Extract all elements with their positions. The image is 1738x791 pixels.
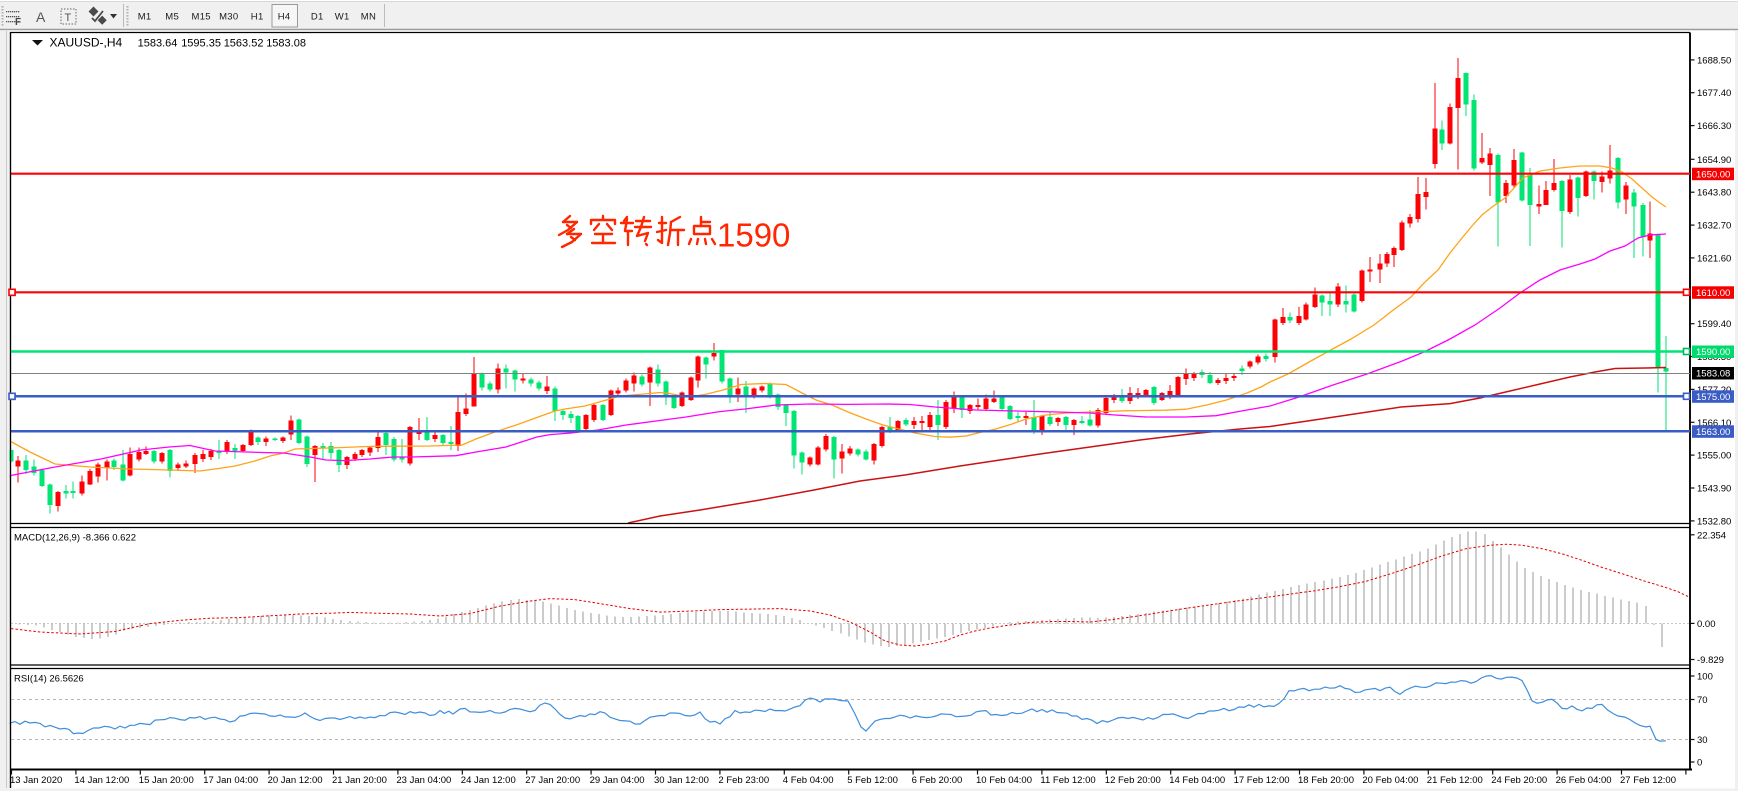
svg-text:MN: MN — [361, 12, 376, 23]
svg-text:1632.70: 1632.70 — [1697, 221, 1731, 232]
svg-text:11 Feb 12:00: 11 Feb 12:00 — [1040, 775, 1095, 786]
svg-text:1566.10: 1566.10 — [1697, 418, 1731, 429]
svg-text:D1: D1 — [311, 12, 324, 23]
svg-text:M15: M15 — [192, 12, 211, 23]
svg-text:14 Feb 04:00: 14 Feb 04:00 — [1169, 775, 1225, 786]
svg-text:13 Jan 2020: 13 Jan 2020 — [10, 775, 62, 786]
svg-text:4 Feb 04:00: 4 Feb 04:00 — [783, 775, 834, 786]
svg-text:W1: W1 — [335, 12, 350, 23]
svg-text:-9.829: -9.829 — [1697, 655, 1724, 666]
svg-text:1563.52: 1563.52 — [224, 38, 264, 50]
svg-text:20 Jan 12:00: 20 Jan 12:00 — [268, 775, 323, 786]
svg-text:1532.80: 1532.80 — [1697, 516, 1731, 527]
svg-text:1595.35: 1595.35 — [181, 38, 221, 50]
svg-text:T: T — [65, 12, 72, 24]
svg-text:30 Jan 12:00: 30 Jan 12:00 — [654, 775, 709, 786]
svg-text:1654.90: 1654.90 — [1697, 155, 1731, 166]
svg-text:70: 70 — [1697, 695, 1708, 706]
svg-text:1621.60: 1621.60 — [1697, 253, 1731, 264]
svg-text:15 Jan 20:00: 15 Jan 20:00 — [139, 775, 194, 786]
svg-text:MACD(12,26,9) -8.366 0.622: MACD(12,26,9) -8.366 0.622 — [14, 533, 136, 544]
svg-text:1650.00: 1650.00 — [1696, 169, 1730, 180]
svg-text:M30: M30 — [219, 12, 238, 23]
svg-text:14 Jan 12:00: 14 Jan 12:00 — [74, 775, 129, 786]
svg-text:1610.00: 1610.00 — [1696, 288, 1730, 299]
svg-text:20 Feb 04:00: 20 Feb 04:00 — [1362, 775, 1418, 786]
svg-text:2 Feb 23:00: 2 Feb 23:00 — [718, 775, 769, 786]
svg-text:1643.80: 1643.80 — [1697, 188, 1731, 199]
svg-text:1688.50: 1688.50 — [1697, 55, 1731, 66]
svg-text:1583.64: 1583.64 — [138, 38, 178, 50]
svg-text:1555.00: 1555.00 — [1697, 451, 1731, 462]
svg-text:24 Jan 12:00: 24 Jan 12:00 — [461, 775, 516, 786]
svg-text:1590: 1590 — [717, 217, 790, 254]
svg-text:A: A — [36, 9, 46, 25]
svg-text:H4: H4 — [278, 12, 291, 23]
svg-text:17 Jan 04:00: 17 Jan 04:00 — [203, 775, 258, 786]
svg-text:23 Jan 04:00: 23 Jan 04:00 — [396, 775, 451, 786]
svg-text:12 Feb 20:00: 12 Feb 20:00 — [1105, 775, 1161, 786]
svg-text:F: F — [15, 17, 21, 28]
svg-text:1599.40: 1599.40 — [1697, 319, 1731, 330]
svg-text:21 Jan 20:00: 21 Jan 20:00 — [332, 775, 387, 786]
svg-text:5 Feb 12:00: 5 Feb 12:00 — [847, 775, 898, 786]
svg-text:XAUUSD-,H4: XAUUSD-,H4 — [50, 36, 123, 50]
svg-text:1543.90: 1543.90 — [1697, 484, 1731, 495]
svg-text:M1: M1 — [138, 12, 152, 23]
svg-text:1666.30: 1666.30 — [1697, 121, 1731, 132]
svg-text:6 Feb 20:00: 6 Feb 20:00 — [912, 775, 963, 786]
svg-text:M5: M5 — [165, 12, 179, 23]
svg-text:1677.40: 1677.40 — [1697, 88, 1731, 99]
svg-text:27 Feb 12:00: 27 Feb 12:00 — [1620, 775, 1676, 786]
svg-text:26 Feb 04:00: 26 Feb 04:00 — [1556, 775, 1612, 786]
svg-text:10 Feb 04:00: 10 Feb 04:00 — [976, 775, 1032, 786]
svg-text:18 Feb 20:00: 18 Feb 20:00 — [1298, 775, 1354, 786]
svg-text:27 Jan 20:00: 27 Jan 20:00 — [525, 775, 580, 786]
svg-text:1583.08: 1583.08 — [1696, 369, 1730, 380]
svg-text:1563.00: 1563.00 — [1696, 427, 1730, 438]
svg-text:100: 100 — [1697, 672, 1713, 683]
svg-text:RSI(14) 26.5626: RSI(14) 26.5626 — [14, 674, 84, 685]
svg-text:0: 0 — [1697, 758, 1702, 769]
svg-text:1575.00: 1575.00 — [1696, 392, 1730, 403]
svg-text:29 Jan 04:00: 29 Jan 04:00 — [590, 775, 645, 786]
svg-text:24 Feb 20:00: 24 Feb 20:00 — [1491, 775, 1547, 786]
svg-text:22.354: 22.354 — [1697, 530, 1726, 541]
svg-text:H1: H1 — [251, 12, 264, 23]
svg-text:17 Feb 12:00: 17 Feb 12:00 — [1234, 775, 1290, 786]
svg-text:21 Feb 12:00: 21 Feb 12:00 — [1427, 775, 1483, 786]
svg-text:1583.08: 1583.08 — [266, 38, 306, 50]
svg-text:30: 30 — [1697, 735, 1708, 746]
svg-text:0.00: 0.00 — [1697, 619, 1716, 630]
svg-text:1590.00: 1590.00 — [1696, 347, 1730, 358]
